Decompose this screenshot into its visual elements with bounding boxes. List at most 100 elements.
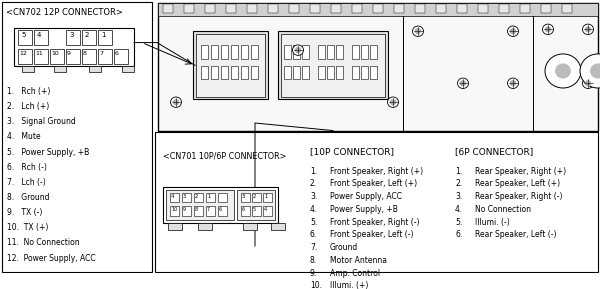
Bar (89, 66, 101, 72)
Text: 1.   Rch (+): 1. Rch (+) (7, 87, 50, 96)
Text: <CN701 10P/6P CONNECTOR>: <CN701 10P/6P CONNECTOR> (163, 151, 286, 160)
Text: 9.   TX (-): 9. TX (-) (7, 208, 43, 217)
Bar (293, 66, 300, 79)
Bar (158, 3, 598, 16)
Text: Rear Speaker, Right (-): Rear Speaker, Right (-) (475, 192, 563, 201)
Bar (271, 223, 285, 230)
Circle shape (556, 64, 570, 78)
Bar (34, 30, 48, 45)
Text: 2.: 2. (455, 179, 462, 188)
Bar (241, 66, 248, 79)
Text: 5.: 5. (455, 218, 462, 227)
Bar (415, 4, 425, 13)
Bar (281, 34, 385, 97)
Text: Front Speaker, Right (+): Front Speaker, Right (+) (330, 166, 423, 175)
Text: 2.: 2. (310, 179, 317, 188)
Bar (155, 132, 598, 272)
Circle shape (583, 24, 593, 35)
Bar (211, 66, 218, 79)
Circle shape (413, 26, 424, 36)
Bar (82, 30, 96, 45)
Bar (327, 66, 334, 79)
Circle shape (583, 78, 593, 88)
Text: 5.   Power Supply, +B: 5. Power Supply, +B (7, 148, 89, 157)
Text: [6P CONNECTOR]: [6P CONNECTOR] (455, 148, 533, 157)
Circle shape (542, 24, 554, 35)
Text: 2: 2 (253, 194, 256, 199)
Bar (18, 30, 32, 45)
Bar (163, 187, 278, 223)
Text: 10: 10 (51, 51, 59, 56)
Bar (205, 4, 215, 13)
Text: 4.: 4. (455, 205, 462, 214)
Text: Rear Speaker, Right (+): Rear Speaker, Right (+) (475, 166, 566, 175)
Text: [10P CONNECTOR]: [10P CONNECTOR] (310, 148, 394, 157)
Text: Illumi. (-): Illumi. (-) (475, 218, 510, 227)
Bar (284, 45, 291, 59)
Bar (163, 4, 173, 13)
Bar (66, 49, 80, 64)
Text: 5: 5 (253, 207, 256, 212)
Text: 1.: 1. (455, 166, 462, 175)
Bar (182, 206, 191, 216)
Circle shape (508, 26, 518, 36)
Bar (327, 45, 334, 59)
Circle shape (586, 81, 590, 86)
Text: 6: 6 (115, 51, 119, 56)
Bar (194, 193, 203, 203)
Text: 3: 3 (183, 194, 186, 199)
Bar (184, 4, 194, 13)
Text: 1: 1 (264, 194, 268, 199)
Circle shape (296, 48, 301, 53)
Circle shape (293, 45, 304, 55)
Bar (231, 45, 238, 59)
Text: 4: 4 (171, 194, 175, 199)
Text: 1: 1 (207, 194, 211, 199)
Bar (243, 223, 257, 230)
Bar (168, 223, 182, 230)
Bar (170, 193, 179, 203)
Text: Power Supply, ACC: Power Supply, ACC (330, 192, 402, 201)
Bar (54, 66, 66, 72)
Text: 6.: 6. (455, 230, 462, 239)
Bar (2, 2, 152, 272)
Bar (336, 45, 343, 59)
Text: Front Speaker, Left (-): Front Speaker, Left (-) (330, 230, 413, 239)
Bar (122, 66, 134, 72)
Bar (198, 223, 212, 230)
Text: 3.: 3. (455, 192, 462, 201)
Bar (252, 193, 261, 203)
Bar (241, 193, 250, 203)
Text: 6.   Rch (-): 6. Rch (-) (7, 163, 47, 172)
Text: 7: 7 (207, 207, 210, 212)
Text: 2: 2 (85, 32, 89, 38)
Text: Rear Speaker, Left (+): Rear Speaker, Left (+) (475, 179, 560, 188)
Text: Motor Antenna: Motor Antenna (330, 256, 387, 265)
Text: Amp. Control: Amp. Control (330, 269, 380, 278)
Bar (98, 30, 112, 45)
Bar (352, 45, 359, 59)
Circle shape (545, 54, 581, 88)
Bar (114, 49, 128, 64)
Circle shape (545, 27, 551, 32)
Circle shape (388, 97, 398, 108)
Text: 8: 8 (83, 51, 87, 56)
Text: 8.   Ground: 8. Ground (7, 193, 49, 202)
Bar (241, 206, 250, 216)
Bar (251, 45, 258, 59)
Bar (293, 45, 300, 59)
Text: 1: 1 (101, 32, 106, 38)
Circle shape (173, 100, 179, 105)
Text: 10: 10 (171, 207, 177, 212)
Circle shape (511, 29, 515, 34)
Bar (158, 3, 598, 131)
Bar (263, 193, 272, 203)
Circle shape (511, 81, 515, 86)
Bar (221, 66, 228, 79)
Bar (457, 4, 467, 13)
Bar (251, 66, 258, 79)
Bar (34, 49, 48, 64)
Bar (336, 66, 343, 79)
Text: No Connection: No Connection (475, 205, 531, 214)
Text: Ground: Ground (330, 243, 358, 252)
